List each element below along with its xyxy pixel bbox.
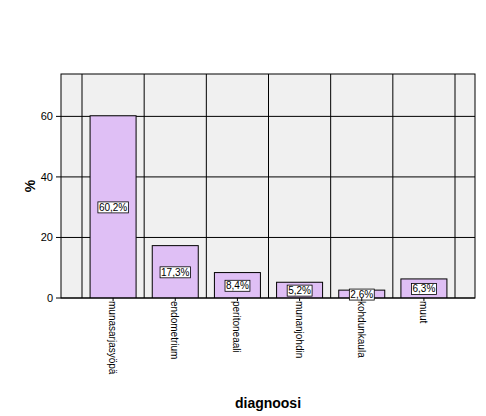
x-tick-label: peritoneaali — [231, 301, 242, 353]
bar — [90, 116, 136, 298]
grid-line-vertical — [82, 74, 83, 298]
data-label-box — [98, 202, 128, 213]
x-tick-label: munanjohdin — [294, 301, 305, 358]
x-tick-label: endometrium — [169, 301, 180, 359]
data-label: 2,6% — [350, 289, 373, 300]
y-axis-label: % — [22, 179, 38, 192]
x-tick-label: kohdunkaula — [356, 301, 367, 358]
y-tick — [56, 116, 61, 117]
grid-line-vertical — [206, 74, 207, 298]
bar — [214, 273, 260, 298]
y-tick-label: 0 — [47, 292, 53, 304]
data-label: 6,3% — [413, 283, 436, 294]
y-tick-label: 40 — [41, 171, 53, 183]
y-tick — [56, 237, 61, 238]
data-label: 5,2% — [288, 285, 311, 296]
x-axis-label: diagnoosi — [235, 395, 301, 411]
grid-line-vertical — [455, 74, 456, 298]
bar — [401, 279, 447, 298]
chart: 60,2% 17,3% 8,4% 5,2% 2,6% 6,3% 0 20 40 60 munasar… — [0, 0, 486, 416]
plot-background — [61, 74, 475, 298]
data-label-box — [412, 283, 437, 294]
data-label: 8,4% — [226, 280, 249, 291]
bar — [152, 246, 198, 298]
data-label-box — [287, 285, 312, 296]
y-tick — [56, 176, 61, 177]
grid-line-vertical — [392, 74, 393, 298]
data-label: 17,3% — [161, 267, 189, 278]
x-tick-label: munasarjasyöpä — [107, 301, 118, 375]
data-label-box — [160, 267, 190, 278]
bars — [90, 116, 447, 298]
data-label-box — [349, 289, 374, 300]
bar — [277, 282, 323, 298]
y-tick-label: 60 — [41, 110, 53, 122]
grid-line-vertical — [144, 74, 145, 298]
data-label-box — [225, 280, 250, 291]
y-tick — [56, 298, 61, 299]
data-label: 60,2% — [99, 202, 127, 213]
grid-line-vertical — [268, 74, 269, 298]
plot-frame — [61, 74, 475, 298]
y-tick-label: 20 — [41, 231, 53, 243]
grid-line-vertical — [330, 74, 331, 298]
x-tick-label: muut — [418, 301, 429, 323]
